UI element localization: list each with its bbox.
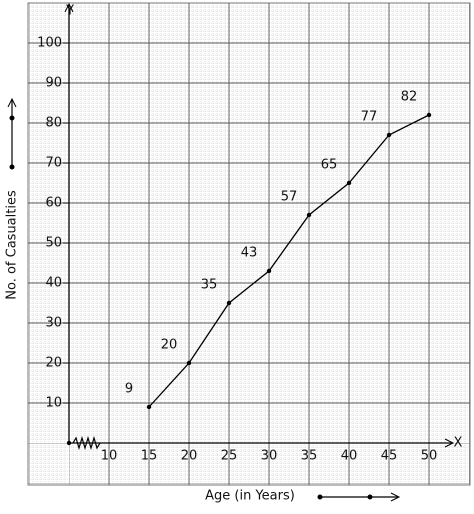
data-point: [146, 404, 152, 410]
data-label: 65: [321, 158, 338, 173]
decor-arrow-head: [390, 492, 401, 502]
data-point: [186, 360, 192, 366]
decor-dot: [9, 164, 15, 170]
data-label: 20: [161, 338, 178, 353]
y-tick-label: 60: [45, 196, 62, 211]
data-point: [426, 112, 432, 118]
decor-dot: [317, 494, 323, 500]
x-axis-label: Age (in Years): [205, 489, 295, 504]
data-point: [386, 132, 392, 138]
x-tick-label: 45: [381, 449, 398, 464]
x-tick-label: 30: [261, 449, 278, 464]
x-tick-label: 25: [221, 449, 238, 464]
data-label: 57: [281, 190, 298, 205]
data-point: [226, 300, 232, 306]
y-tick-label: 40: [45, 276, 62, 291]
y-tick-label: 100: [37, 36, 62, 51]
y-tick-label: 30: [45, 316, 62, 331]
data-label: 35: [201, 278, 218, 293]
data-label: 43: [241, 246, 258, 261]
y-tick-label: 50: [45, 236, 62, 251]
y-tick-label: 80: [45, 116, 62, 131]
x-tick-label: 10: [101, 449, 118, 464]
y-tick-label: 90: [45, 76, 62, 91]
decor-dot: [367, 494, 373, 500]
x-axis-arrow: [444, 438, 455, 448]
x-tick-label: 35: [301, 449, 318, 464]
x-tick-label: 15: [141, 449, 158, 464]
y-axis-arrow: [64, 2, 74, 13]
y-tick-label: 20: [45, 356, 62, 371]
x-tick-label: 50: [421, 449, 438, 464]
data-point: [306, 212, 312, 218]
graph-paper: [27, 2, 471, 486]
data-label: 77: [361, 110, 378, 125]
origin-dot: [66, 440, 72, 446]
y-axis-label: No. of Casualties: [5, 190, 20, 300]
x-tick-label: 20: [181, 449, 198, 464]
data-label: 9: [125, 382, 133, 397]
data-line: [148, 114, 430, 408]
x-tick-label: 40: [341, 449, 358, 464]
data-point: [266, 268, 272, 274]
x-axis-name: X: [454, 436, 463, 451]
y-tick-label: 10: [45, 396, 62, 411]
decor-dot: [9, 115, 15, 121]
decor-arrow-head: [7, 97, 17, 108]
data-point: [346, 180, 352, 186]
data-label: 82: [401, 90, 418, 105]
y-tick-label: 70: [45, 156, 62, 171]
